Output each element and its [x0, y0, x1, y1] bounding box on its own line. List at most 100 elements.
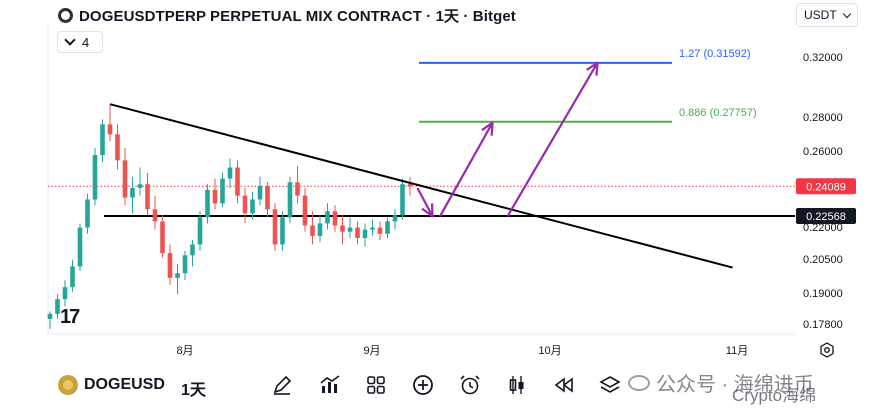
candle-body — [137, 184, 143, 188]
candle-body — [197, 217, 203, 245]
candle-body — [212, 189, 218, 204]
price-chart[interactable]: 0.32000 0.28000 0.26000 0.22000 0.20500 0.190… — [0, 0, 890, 364]
chart-header: DOGEUSDTPERP PERPETUAL MIX CONTRACT · 1天… — [0, 0, 890, 60]
wechat-icon — [628, 374, 650, 391]
candle-body — [325, 211, 330, 224]
candle-body — [242, 195, 248, 214]
replay-icon[interactable] — [552, 373, 576, 397]
candle-body — [265, 186, 270, 210]
candle-body — [250, 199, 255, 214]
candle-body — [160, 221, 165, 254]
candle-body — [280, 217, 285, 245]
candle-body — [190, 244, 195, 256]
candle-body — [362, 229, 368, 239]
x-tick-label: 11月 — [726, 345, 748, 357]
indicator-count: 4 — [82, 34, 90, 50]
candle-body — [205, 189, 210, 218]
gear-icon[interactable] — [819, 342, 835, 358]
candle-body — [182, 255, 188, 274]
price-label: 0.22568 — [806, 211, 846, 223]
candle-body — [257, 186, 263, 200]
candle-body — [400, 184, 405, 216]
projection-arrow — [506, 62, 599, 217]
candle-body — [152, 209, 158, 222]
symbol-title: DOGEUSDTPERP PERPETUAL MIX CONTRACT · 1天… — [79, 8, 516, 25]
candle-body — [317, 223, 323, 236]
candle-body — [130, 187, 135, 198]
y-tick-label: 0.26000 — [803, 146, 843, 158]
x-tick-label: 10月 — [538, 345, 561, 357]
interval-button[interactable]: 1天 — [181, 382, 206, 399]
candle-body — [355, 227, 360, 239]
y-tick-label: 0.19000 — [803, 288, 843, 300]
candle-body — [62, 287, 68, 300]
candle-body — [377, 227, 383, 234]
y-tick-label: 0.20500 — [803, 254, 843, 266]
candle-body — [122, 160, 128, 198]
arrow-head — [481, 121, 494, 136]
x-tick-label: 8月 — [176, 345, 193, 357]
candle-body — [145, 184, 150, 210]
candle-body — [295, 182, 300, 196]
candle-body — [77, 227, 83, 267]
arrow-head — [421, 203, 434, 218]
projection-arrow — [439, 122, 494, 217]
tradingview-logo: 17 — [60, 306, 80, 328]
candle-body — [340, 225, 345, 232]
candle-style-icon[interactable] — [505, 373, 529, 397]
candle-body — [332, 211, 338, 226]
indicator-chart-icon[interactable] — [318, 373, 342, 397]
price-label-box — [796, 178, 856, 195]
x-tick-label: 9月 — [363, 345, 380, 357]
candle-body — [100, 124, 105, 156]
bottom-symbol-button[interactable]: DOGEUSD — [58, 375, 165, 395]
y-tick-label: 0.22000 — [803, 222, 843, 234]
candle-body — [227, 167, 233, 179]
currency-select[interactable]: USDT — [796, 3, 858, 27]
candle-body — [385, 221, 390, 234]
indicator-toggle-button[interactable]: 4 — [57, 31, 103, 53]
y-tick-label: 0.17800 — [803, 319, 843, 331]
y-tick-label: 0.28000 — [803, 112, 843, 124]
level-label: 1.27 (0.31592) — [679, 48, 751, 60]
candle-body — [272, 209, 278, 245]
candle-body — [175, 273, 180, 278]
doge-coin-icon — [58, 8, 73, 23]
alarm-clock-icon[interactable] — [458, 373, 482, 397]
candle-body — [392, 215, 398, 222]
watermark-subtext: Crypto海绵 — [732, 386, 817, 405]
bottom-toolbar: DOGEUSD 1天 公众号 · 海绵进币 Crypto海绵 — [0, 364, 890, 416]
add-circle-icon[interactable] — [411, 373, 435, 397]
level-label: 0.886 (0.27757) — [679, 107, 757, 119]
candle-body — [107, 124, 113, 135]
bottom-symbol-label: DOGEUSD — [84, 376, 165, 393]
layout-grid-icon[interactable] — [364, 373, 388, 397]
candle-body — [235, 167, 240, 196]
candle-body — [55, 299, 60, 314]
trendline — [109, 103, 733, 269]
layers-icon[interactable] — [598, 373, 622, 397]
price-label: 0.24089 — [806, 181, 846, 193]
projection-arrow — [416, 187, 434, 217]
candle-body — [85, 199, 90, 228]
candle-body — [70, 266, 75, 288]
pen-icon[interactable] — [270, 373, 294, 397]
arrow-head — [586, 61, 599, 76]
candle-body — [115, 134, 120, 161]
watermark-text: 公众号 · 海绵进币 — [656, 374, 814, 396]
y-tick-label: 0.32000 — [803, 52, 843, 64]
candle-body — [347, 227, 353, 232]
candle-body — [370, 227, 375, 230]
symbol-title-row[interactable]: DOGEUSDTPERP PERPETUAL MIX CONTRACT · 1天… — [58, 5, 516, 26]
candle-body — [407, 184, 413, 187]
price-label-box — [796, 207, 856, 224]
doge-coin-icon — [58, 375, 78, 395]
candle-body — [220, 178, 225, 204]
candle-body — [302, 195, 308, 226]
currency-value: USDT — [804, 8, 837, 22]
candle-body — [287, 182, 293, 218]
candle-body — [92, 155, 98, 200]
candle-body — [47, 313, 53, 319]
watermark: 公众号 · 海绵进币 — [628, 368, 814, 397]
candle-body — [310, 225, 315, 236]
